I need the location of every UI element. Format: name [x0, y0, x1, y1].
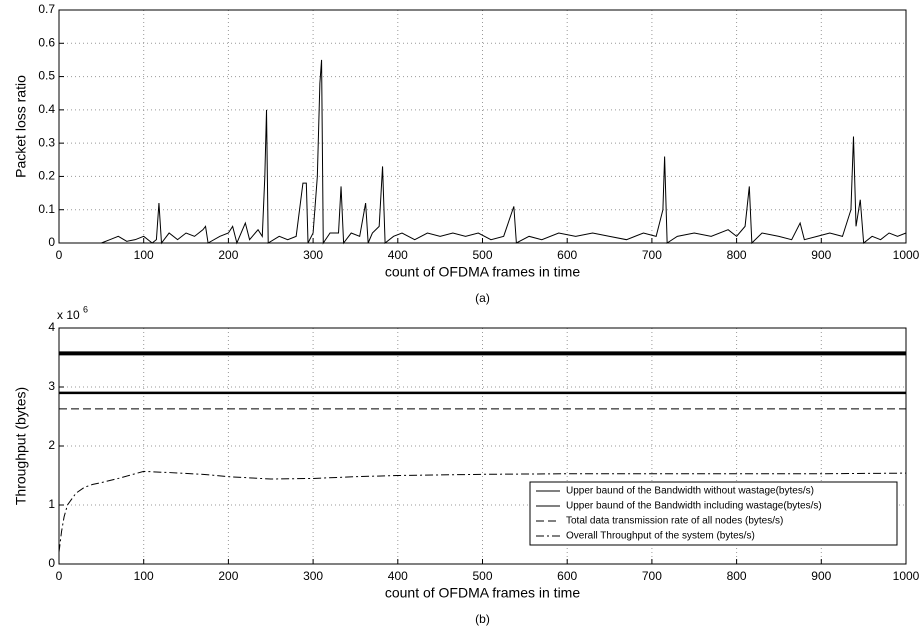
x-tick-label: 800 [727, 569, 747, 583]
y-tick-label: 4 [48, 320, 55, 334]
y-tick-label: 0.1 [38, 202, 55, 216]
y-axis-label: Throughput (bytes) [13, 387, 29, 505]
x-tick-label: 100 [134, 248, 154, 262]
x-axis-label: count of OFDMA frames in time [385, 585, 580, 601]
x-tick-label: 900 [811, 569, 831, 583]
y-tick-label: 0.7 [38, 2, 55, 16]
data-line [58, 470, 907, 553]
plot-frame [58, 9, 907, 244]
plot-frame [58, 327, 907, 565]
legend-box [529, 481, 898, 546]
y-tick-label: 2 [48, 438, 55, 452]
y-tick-label: 3 [48, 379, 55, 393]
x-tick-label: 300 [303, 569, 323, 583]
y-multiplier: x 10 [57, 308, 80, 322]
y-tick-label: 0.3 [38, 135, 55, 149]
y-tick-label: 1 [48, 497, 55, 511]
legend-label: Upper baund of the Bandwidth without was… [566, 486, 814, 497]
x-tick-label: 600 [557, 248, 577, 262]
x-axis-label: count of OFDMA frames in time [385, 264, 580, 280]
x-tick-label: 500 [472, 248, 492, 262]
y-tick-label: 0.2 [38, 169, 55, 183]
y-axis-label: Packet loss ratio [13, 75, 29, 178]
x-tick-label: 1000 [893, 569, 920, 583]
x-tick-label: 0 [56, 248, 63, 262]
y-tick-label: 0.5 [38, 69, 55, 83]
x-tick-label: 600 [557, 569, 577, 583]
caption: (a) [475, 291, 490, 305]
y-tick-label: 0.6 [38, 35, 55, 49]
x-tick-label: 200 [218, 569, 238, 583]
x-tick-label: 1000 [893, 248, 920, 262]
legend-label: Upper baund of the Bandwidth including w… [566, 501, 822, 512]
y-tick-label: 0 [48, 235, 55, 249]
x-tick-label: 500 [472, 569, 492, 583]
x-tick-label: 200 [218, 248, 238, 262]
legend-label: Total data transmission rate of all node… [566, 516, 783, 527]
data-line [101, 59, 907, 245]
x-tick-label: 900 [811, 248, 831, 262]
y-tick-label: 0.4 [38, 102, 55, 116]
x-tick-label: 0 [56, 569, 63, 583]
x-tick-label: 700 [642, 248, 662, 262]
x-tick-label: 100 [134, 569, 154, 583]
y-tick-label: 0 [48, 556, 55, 570]
y-multiplier-exponent: 6 [83, 304, 88, 314]
x-tick-label: 700 [642, 569, 662, 583]
caption: (b) [475, 612, 490, 626]
legend-label: Overall Throughput of the system (bytes/… [566, 531, 755, 542]
x-tick-label: 300 [303, 248, 323, 262]
x-tick-label: 400 [388, 569, 408, 583]
x-tick-label: 400 [388, 248, 408, 262]
x-tick-label: 800 [727, 248, 747, 262]
